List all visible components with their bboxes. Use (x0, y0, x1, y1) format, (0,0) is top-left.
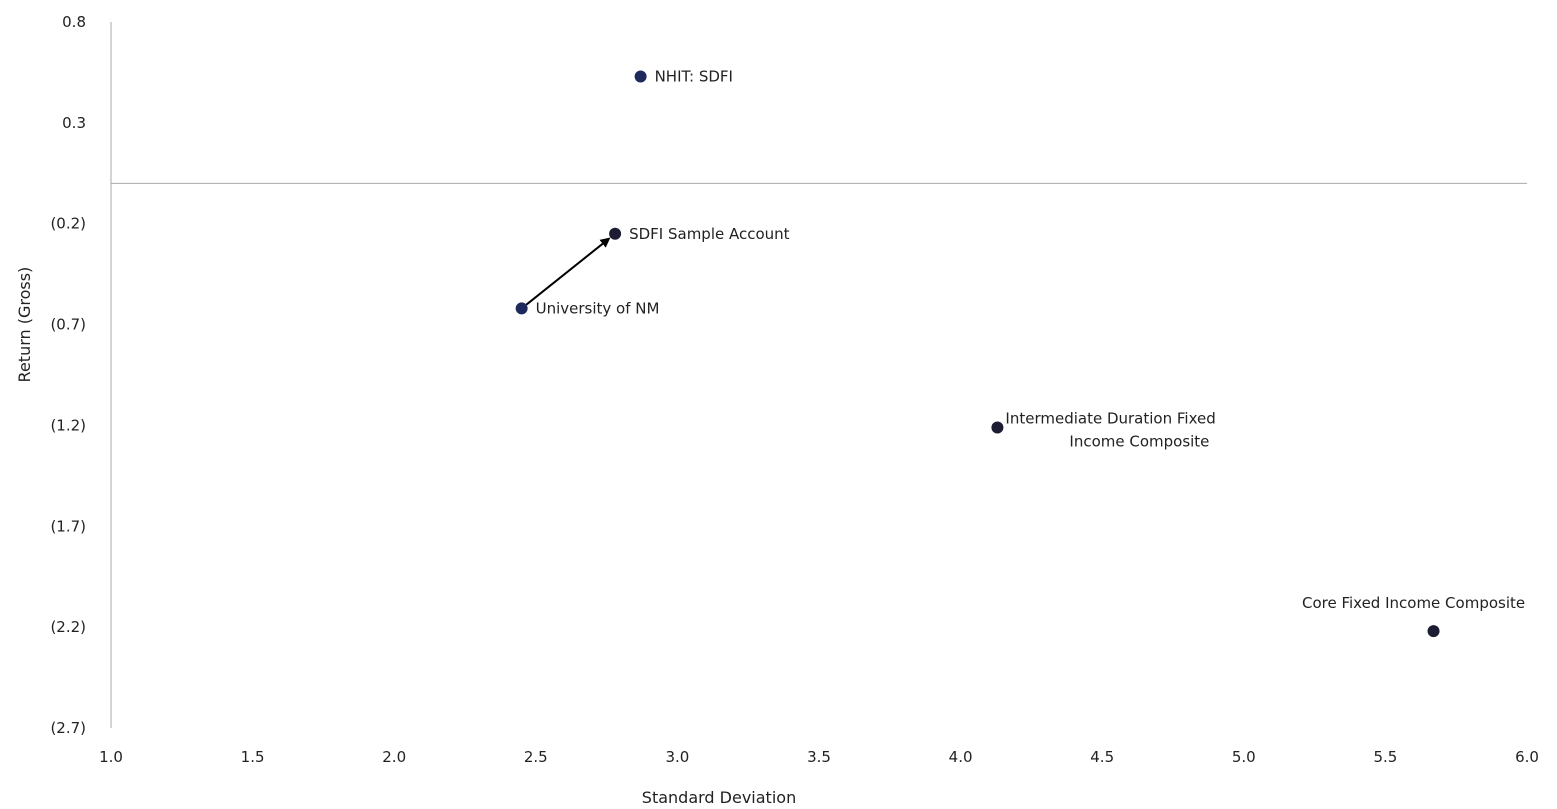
x-tick-label: 5.0 (1232, 748, 1256, 766)
x-axis-title: Standard Deviation (642, 788, 796, 807)
x-tick-label: 4.0 (949, 748, 973, 766)
point-label: NHIT: SDFI (655, 67, 733, 85)
x-tick-label: 2.0 (382, 748, 406, 766)
arrow (525, 237, 611, 306)
x-tick-label: 2.5 (524, 748, 548, 766)
data-point (515, 302, 528, 315)
point-label: Intermediate Duration Fixed (1005, 409, 1215, 427)
point-label: SDFI Sample Account (629, 225, 790, 243)
point-label: University of NM (536, 299, 660, 317)
y-tick-label: 0.8 (62, 13, 86, 31)
y-tick-label: (2.7) (50, 719, 86, 737)
data-point (609, 227, 622, 240)
x-tick-label: 3.0 (665, 748, 689, 766)
x-tick-label: 6.0 (1515, 748, 1539, 766)
arrows (525, 237, 611, 306)
point-label: Income Composite (1069, 432, 1209, 450)
y-axis-ticks: 0.8 0.3 (0.2) (0.7) (1.2) (1.7) (2.2) (2.7) (50, 13, 86, 737)
x-axis-ticks: 1.0 1.5 2.0 2.5 3.0 3.5 4.0 4.5 5.0 5.5 6.0 (99, 748, 1539, 766)
data-point (991, 421, 1004, 434)
x-tick-label: 1.0 (99, 748, 123, 766)
data-points (515, 70, 1440, 638)
y-tick-label: (1.7) (50, 517, 86, 535)
axes (110, 22, 1527, 728)
y-axis-title: Return (Gross) (15, 267, 34, 383)
y-tick-label: (1.2) (50, 416, 86, 434)
data-point (634, 70, 647, 83)
point-labels: NHIT: SDFI SDFI Sample Account University … (536, 67, 1525, 612)
x-tick-label: 3.5 (807, 748, 831, 766)
y-tick-label: (0.2) (50, 215, 86, 233)
point-label: Core Fixed Income Composite (1302, 594, 1525, 612)
y-tick-label: (2.2) (50, 618, 86, 636)
x-tick-label: 5.5 (1373, 748, 1397, 766)
y-tick-label: (0.7) (50, 316, 86, 334)
y-tick-label: 0.3 (62, 114, 86, 132)
x-tick-label: 4.5 (1090, 748, 1114, 766)
data-point (1427, 625, 1440, 638)
x-tick-label: 1.5 (241, 748, 265, 766)
